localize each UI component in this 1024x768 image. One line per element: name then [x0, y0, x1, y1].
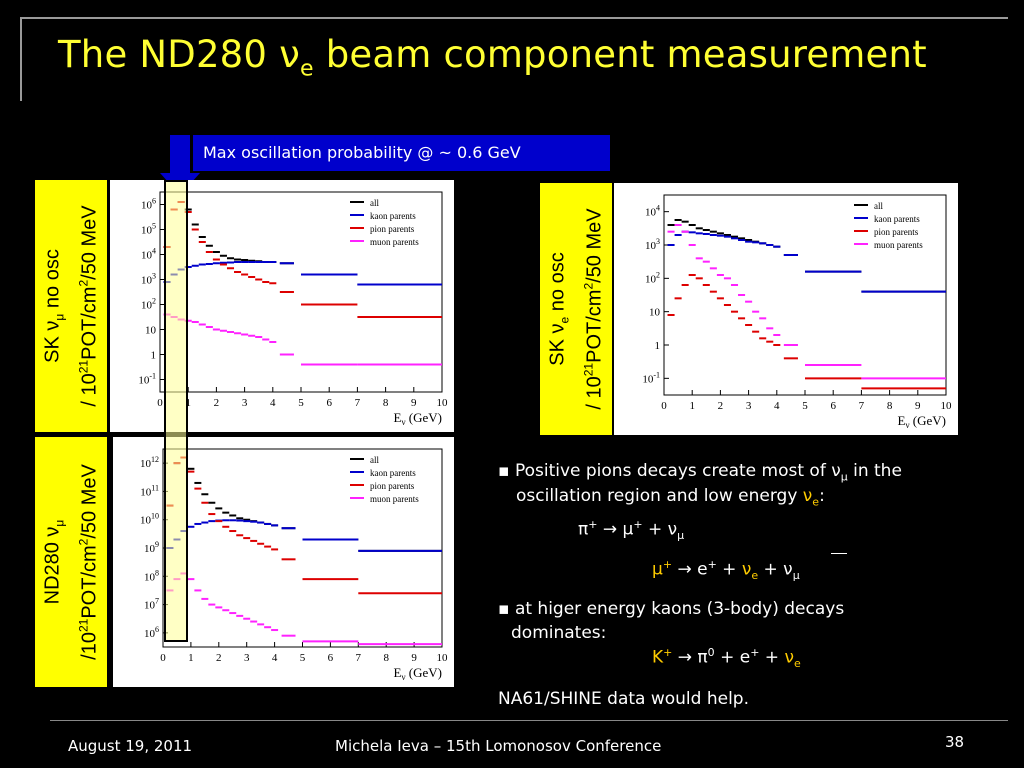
tick-label: 3 — [746, 400, 752, 412]
tick-label: 10-1 — [642, 370, 660, 385]
slide-title: The ND280 νe beam component measurement — [58, 33, 927, 82]
plot-frame — [159, 191, 443, 393]
tick-label: 1 — [188, 652, 194, 664]
plot-sk-numu: 0 1 2 3 4 5 6 7 8 9 10 10-1 1 10 102 103 104 105 106 Eν (Ge… — [110, 180, 454, 432]
tick-label: 10 — [437, 652, 449, 664]
bullet-2-line-1: ▪ at higer energy kaons (3-body) decays — [498, 599, 845, 619]
tick-label: 103 — [645, 237, 660, 252]
tick-label: 2 — [214, 397, 220, 409]
tick-label: 9 — [411, 652, 417, 664]
tick-label: 2 — [216, 652, 222, 664]
tick-label: 102 — [645, 270, 660, 285]
tick-label: 9 — [411, 397, 417, 409]
legend-label: all — [370, 198, 379, 208]
ylabel-nd280-numu: ND280 νμ/1021POT/cm2/50 MeV — [35, 437, 107, 687]
tick-label: 10 — [649, 307, 661, 319]
footer-date: August 19, 2011 — [68, 737, 193, 755]
equation-muon-decay: μ+ → e+ + νe + νμ — [652, 558, 800, 583]
tick-label: 10 — [941, 400, 953, 412]
tick-label: 106 — [141, 197, 156, 212]
tick-label: 1 — [151, 350, 157, 362]
tick-label: 108 — [144, 568, 159, 583]
legend-label: pion parents — [874, 227, 919, 237]
legend-label: muon parents — [370, 494, 419, 504]
tick-label: 6 — [328, 652, 334, 664]
equation-kaon-decay: K+ → π0 + e+ + νe — [652, 646, 801, 671]
tick-label: 105 — [141, 222, 156, 237]
legend-label: all — [874, 201, 883, 211]
title-rule-horizontal — [20, 17, 1008, 19]
footer-author: Michela Ieva – 15th Lomonosov Conference — [335, 737, 662, 755]
tick-label: 10 — [437, 397, 449, 409]
oscillation-region-highlight — [164, 180, 188, 642]
tick-label: 102 — [141, 297, 156, 312]
legend-label: kaon parents — [370, 468, 416, 478]
legend-label: muon parents — [370, 237, 419, 247]
plot-sk-nue: 0 1 2 3 4 5 6 7 8 9 10 10-1 1 10 102 103 104 Eν (GeV) all k… — [614, 183, 958, 435]
tick-label: 4 — [272, 652, 278, 664]
legend-label: kaon parents — [874, 214, 920, 224]
legend-label: pion parents — [370, 224, 415, 234]
tick-label: 1 — [185, 397, 191, 409]
tick-label: 106 — [144, 625, 159, 640]
bullet-1-line-2: oscillation region and low energy νe: — [516, 486, 825, 509]
slide-number: 38 — [945, 733, 965, 751]
tick-label: 10-1 — [138, 372, 156, 387]
title-rule-vertical — [20, 17, 22, 101]
tick-label: 1010 — [140, 512, 159, 527]
tick-label: 6 — [830, 400, 836, 412]
tick-label: 10 — [145, 325, 157, 337]
tick-label: 1 — [689, 400, 695, 412]
tick-label: 4 — [270, 397, 276, 409]
ylabel-sk-nue: SK νe no osc/ 1021POT/cm2/50 MeV — [540, 183, 612, 435]
tick-label: 8 — [383, 397, 389, 409]
x-axis-label: Eν (GeV) — [394, 665, 443, 682]
tick-label: 0 — [157, 397, 163, 409]
equation-pion-decay: π+ → μ+ + νμ — [578, 518, 685, 543]
tick-label: 7 — [355, 397, 361, 409]
tick-label: 0 — [160, 652, 166, 664]
tick-label: 103 — [141, 272, 156, 287]
bullet-1-line-1: ▪ Positive pions decays create most of ν… — [498, 461, 902, 484]
tick-label: 2 — [718, 400, 724, 412]
tick-label: 7 — [859, 400, 865, 412]
tick-label: 7 — [356, 652, 362, 664]
antineutrino-overline — [831, 553, 847, 554]
plot-frame — [162, 448, 443, 648]
na61-note: NA61/SHINE data would help. — [498, 689, 749, 709]
x-axis-label: Eν (GeV) — [898, 413, 947, 430]
tick-label: 104 — [141, 247, 156, 262]
x-axis-label: Eν (GeV) — [394, 410, 443, 427]
tick-label: 1012 — [140, 455, 159, 470]
tick-label: 4 — [774, 400, 780, 412]
tick-label: 8 — [887, 400, 893, 412]
tick-label: 5 — [298, 397, 304, 409]
tick-label: 3 — [242, 397, 248, 409]
ylabel-sk-numu: SK νμ no osc/ 1021POT/cm2/50 MeV — [35, 180, 107, 432]
tick-label: 109 — [144, 540, 159, 555]
tick-label: 5 — [300, 652, 306, 664]
tick-label: 9 — [915, 400, 921, 412]
footer-rule — [50, 720, 1008, 721]
tick-label: 104 — [645, 204, 660, 219]
legend-label: all — [370, 455, 379, 465]
tick-label: 1 — [655, 340, 661, 352]
callout-box: Max oscillation probability @ ~ 0.6 GeV — [193, 135, 610, 171]
tick-label: 0 — [661, 400, 667, 412]
callout-arrow-shaft — [170, 135, 190, 175]
legend-label: kaon parents — [370, 211, 416, 221]
legend-label: pion parents — [370, 481, 415, 491]
bullet-2-line-2: dominates: — [511, 623, 607, 643]
tick-label: 5 — [802, 400, 808, 412]
tick-label: 8 — [383, 652, 389, 664]
tick-label: 107 — [144, 597, 159, 612]
tick-label: 1011 — [140, 483, 159, 498]
tick-label: 3 — [244, 652, 250, 664]
tick-label: 6 — [326, 397, 332, 409]
legend-label: muon parents — [874, 240, 923, 250]
